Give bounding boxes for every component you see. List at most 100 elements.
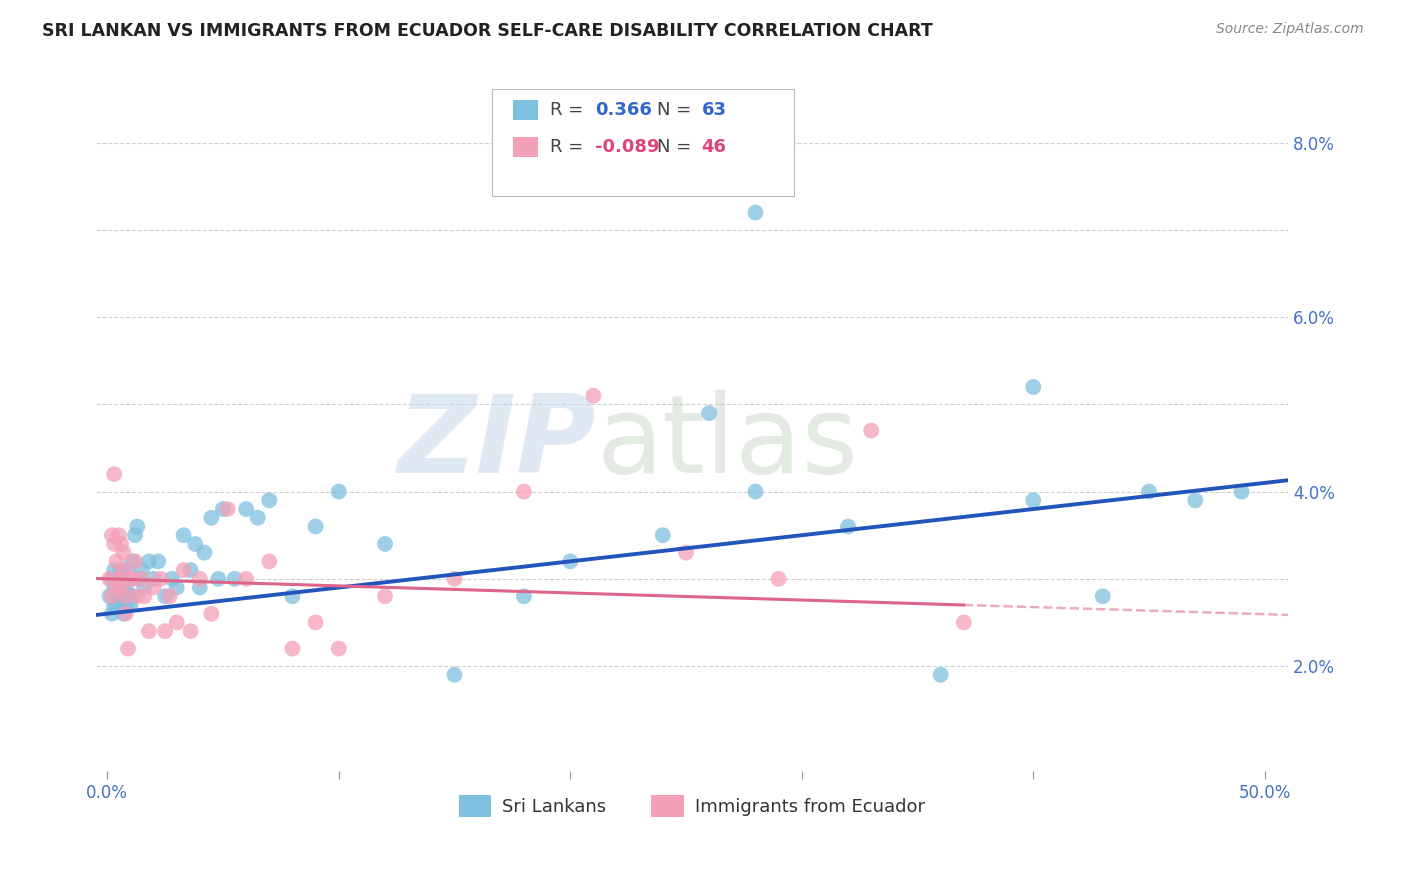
Point [184, 537, 207, 551]
Point [173, 528, 195, 542]
Point [103, 537, 125, 551]
Point [112, 546, 135, 560]
Point [166, 615, 188, 630]
Point [127, 589, 149, 603]
Text: ZIP: ZIP [398, 390, 596, 496]
Point [110, 581, 132, 595]
Point [1230, 484, 1253, 499]
Point [124, 528, 146, 542]
Point [697, 406, 720, 420]
Text: 63: 63 [702, 101, 727, 119]
Point [675, 546, 697, 560]
Point [224, 572, 246, 586]
Point [117, 563, 139, 577]
Point [259, 554, 281, 568]
Point [281, 589, 304, 603]
Point [768, 572, 790, 586]
Point [103, 581, 125, 595]
Point [374, 537, 396, 551]
Point [443, 667, 465, 681]
Point [651, 528, 673, 542]
Point [110, 581, 132, 595]
Point [110, 537, 132, 551]
Point [328, 484, 350, 499]
Point [103, 563, 125, 577]
Point [328, 641, 350, 656]
Point [212, 502, 235, 516]
Point [200, 607, 222, 621]
Point [560, 554, 582, 568]
Point [117, 589, 139, 603]
Point [124, 554, 146, 568]
Point [121, 572, 143, 586]
Point [103, 598, 125, 612]
Point [259, 493, 281, 508]
Point [173, 563, 195, 577]
Point [304, 615, 326, 630]
Point [110, 563, 132, 577]
Point [159, 589, 181, 603]
Text: N =: N = [657, 101, 696, 119]
Point [134, 581, 156, 595]
Point [374, 589, 396, 603]
Point [114, 598, 136, 612]
Point [101, 572, 124, 586]
Point [121, 589, 143, 603]
Point [582, 389, 605, 403]
Point [117, 641, 139, 656]
Point [114, 589, 136, 603]
Point [166, 581, 188, 595]
Point [110, 598, 132, 612]
Point [513, 589, 536, 603]
Point [246, 510, 269, 524]
Point [128, 572, 150, 586]
Text: R =: R = [550, 101, 589, 119]
Point [112, 572, 135, 586]
Text: SRI LANKAN VS IMMIGRANTS FROM ECUADOR SELF-CARE DISABILITY CORRELATION CHART: SRI LANKAN VS IMMIGRANTS FROM ECUADOR SE… [42, 22, 934, 40]
Point [235, 572, 257, 586]
Point [149, 572, 172, 586]
Point [146, 554, 169, 568]
Point [1022, 380, 1045, 394]
Point [108, 572, 131, 586]
Point [114, 581, 136, 595]
Point [193, 546, 215, 560]
Point [98, 572, 121, 586]
Point [188, 572, 211, 586]
Point [112, 607, 135, 621]
Point [138, 624, 160, 639]
Point [112, 589, 135, 603]
Point [188, 581, 211, 595]
Point [207, 572, 229, 586]
Text: N =: N = [657, 138, 696, 156]
Point [131, 572, 153, 586]
Text: 46: 46 [702, 138, 727, 156]
Point [114, 607, 136, 621]
Point [744, 484, 766, 499]
Point [142, 581, 165, 595]
Point [108, 572, 131, 586]
Text: -0.089: -0.089 [595, 138, 659, 156]
Point [929, 667, 952, 681]
Point [837, 519, 859, 533]
Point [120, 598, 142, 612]
Point [108, 528, 131, 542]
Point [153, 589, 176, 603]
Point [443, 572, 465, 586]
Point [105, 589, 128, 603]
Point [153, 624, 176, 639]
Point [142, 572, 165, 586]
Point [120, 572, 142, 586]
Text: 0.366: 0.366 [595, 101, 651, 119]
Point [98, 589, 121, 603]
Point [120, 572, 142, 586]
Point [235, 502, 257, 516]
Point [108, 589, 131, 603]
Point [138, 554, 160, 568]
Point [101, 607, 124, 621]
Point [134, 589, 156, 603]
Point [217, 502, 239, 516]
Text: R =: R = [550, 138, 589, 156]
Point [180, 563, 202, 577]
Point [101, 589, 124, 603]
